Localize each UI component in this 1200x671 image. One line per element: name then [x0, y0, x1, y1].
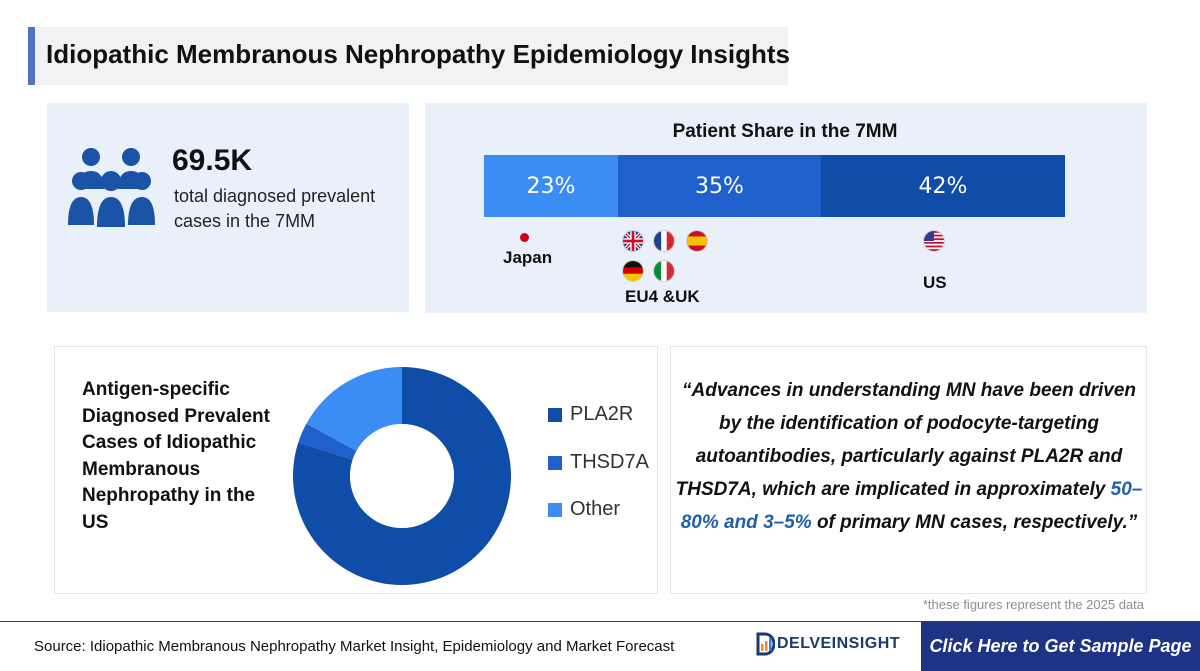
- quote-text-end: of primary MN cases, respectively.”: [811, 512, 1138, 533]
- title-banner: Idiopathic Membranous Nephropathy Epidem…: [28, 27, 790, 85]
- spain-flag-icon: [686, 230, 708, 252]
- stat-value: 69.5K: [172, 144, 253, 177]
- quote-highlight: 50–80% and 3–5%: [680, 479, 1143, 533]
- page-title: Idiopathic Membranous Nephropathy Epidem…: [46, 39, 790, 69]
- legend-swatch: [548, 455, 562, 470]
- legend-label: Other: [570, 498, 621, 520]
- antigen-donut-chart: [293, 367, 511, 585]
- legend-label: PLA2R: [570, 403, 634, 425]
- france-flag-icon: [653, 230, 675, 252]
- legend-item-other: Other: [548, 498, 620, 521]
- legend-label: THSD7A: [570, 451, 649, 473]
- region-label-japan: Japan: [503, 248, 553, 267]
- legend-swatch: [548, 502, 562, 517]
- japan-flag-icon: [520, 233, 529, 242]
- sample-page-button[interactable]: Click Here to Get Sample Page: [921, 622, 1200, 671]
- donut-hole: [350, 424, 454, 528]
- pie-title: Antigen-specific Diagnosed Prevalent Cas…: [82, 379, 270, 533]
- patient-share-title: Patient Share in the 7MM: [672, 121, 898, 142]
- uk-flag-icon: [622, 230, 644, 252]
- title-accent-bar: [28, 27, 35, 85]
- legend-item-pla2r: PLA2R: [548, 403, 633, 426]
- legend-item-thsd7a: THSD7A: [548, 451, 649, 474]
- quote-text-start: “Advances in understanding MN have been …: [675, 380, 1136, 500]
- donut-slice-thsd7a: [298, 423, 357, 460]
- share-bar-segment-3: 42%: [821, 155, 1065, 217]
- source-text: Source: Idiopathic Membranous Nephropath…: [34, 638, 675, 655]
- donut-slice-pla2r: [293, 367, 511, 585]
- logo-text: DELVEINSIGHT: [777, 635, 901, 652]
- data-year-note: *these figures represent the 2025 data: [922, 597, 1144, 612]
- italy-flag-icon: [653, 260, 675, 282]
- footer-divider: [0, 621, 1200, 622]
- quote-panel: [670, 346, 1147, 594]
- expert-quote: “Advances in understanding MN have been …: [672, 374, 1146, 539]
- share-bar-segment-1: 23%: [484, 155, 618, 217]
- share-bar-segment-2: 35%: [618, 155, 821, 217]
- us-flag-icon: [923, 230, 945, 252]
- donut-slice-other: [306, 367, 402, 451]
- delveinsight-logo-icon: [756, 632, 775, 656]
- germany-flag-icon: [622, 260, 644, 282]
- legend-swatch: [548, 407, 562, 422]
- delveinsight-logo[interactable]: DELVEINSIGHT: [755, 630, 900, 658]
- region-label-eu4-uk: EU4 &UK: [625, 287, 700, 306]
- region-label-us: US: [923, 273, 947, 292]
- stat-description: total diagnosed prevalent cases in the 7…: [174, 186, 376, 231]
- people-group-icon: [68, 148, 155, 227]
